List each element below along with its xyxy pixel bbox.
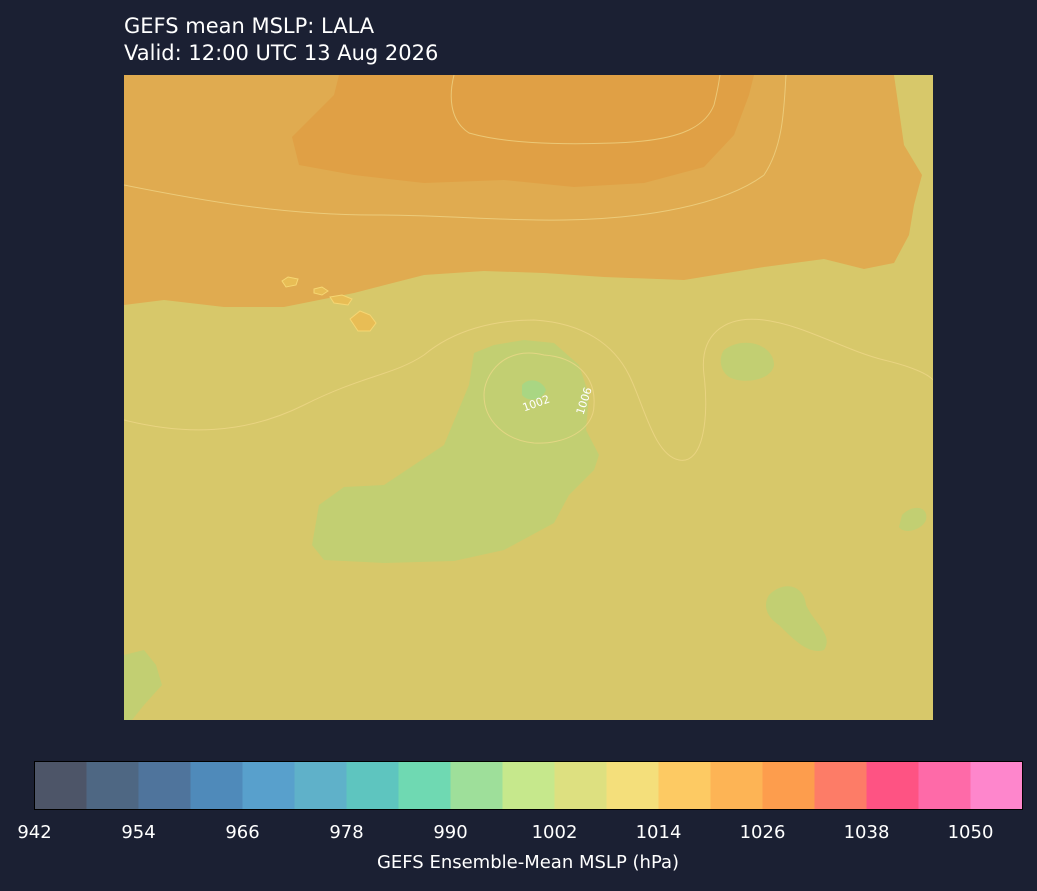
colorbar-tick-label: 966 — [225, 822, 260, 843]
island-outlines — [281, 276, 377, 332]
colorbar-cell — [918, 761, 971, 810]
colorbar-tick-label: 1002 — [531, 822, 578, 843]
colorbar-cell — [34, 761, 87, 810]
colorbar-cell — [762, 761, 815, 810]
colorbar-cell — [710, 761, 763, 810]
mslp-map: 1002 1006 — [124, 75, 933, 720]
island-3 — [329, 294, 353, 306]
island-2 — [313, 286, 329, 296]
isobar-1010 — [124, 318, 933, 461]
colorbar-tick-label: 942 — [17, 822, 52, 843]
colorbar-cell — [606, 761, 659, 810]
colorbar-label: GEFS Ensemble-Mean MSLP (hPa) — [376, 852, 680, 873]
colorbar-cell — [554, 761, 607, 810]
colorbar-cell — [138, 761, 191, 810]
colorbar-cell — [242, 761, 295, 810]
colorbar-cell — [658, 761, 711, 810]
island-1 — [281, 276, 299, 288]
colorbar-cell — [450, 761, 503, 810]
valid-time-subtitle: Valid: 12:00 UTC 13 Aug 2026 — [124, 41, 439, 65]
colorbar-cell — [814, 761, 867, 810]
colorbar-tick-label: 1026 — [739, 822, 786, 843]
colorbar-cell — [866, 761, 919, 810]
colorbar-tick-label: 1050 — [947, 822, 994, 843]
isobar-1014 — [124, 75, 787, 221]
low-lobe-southwest — [124, 650, 162, 720]
isobar-1018 — [450, 75, 721, 145]
colorbar-cell — [970, 761, 1023, 810]
colorbar-tick-label: 978 — [329, 822, 364, 843]
colorbar — [34, 761, 1023, 810]
low-lobe-southeast — [766, 586, 827, 651]
colorbar-tick-label: 954 — [121, 822, 156, 843]
low-lobe-east — [720, 342, 774, 381]
colorbar-tick-label: 990 — [433, 822, 468, 843]
colorbar-cell — [502, 761, 555, 810]
low-lobe-far-east — [899, 507, 927, 531]
colorbar-tick-label: 1038 — [843, 822, 890, 843]
isobar-lines — [124, 75, 933, 461]
colorbar-cells — [34, 761, 1023, 810]
isobar-1006 — [483, 352, 595, 444]
low-pressure-center — [522, 380, 546, 400]
colorbar-cell — [190, 761, 243, 810]
colorbar-border — [34, 761, 1023, 810]
island-4 — [349, 310, 377, 332]
colorbar-cell — [294, 761, 347, 810]
map-title: GEFS mean MSLP: LALA — [124, 14, 375, 38]
colorbar-cell — [86, 761, 139, 810]
colorbar-cell — [398, 761, 451, 810]
colorbar-cell — [346, 761, 399, 810]
colorbar-tick-label: 1014 — [635, 822, 682, 843]
high-pressure-core — [292, 75, 754, 187]
